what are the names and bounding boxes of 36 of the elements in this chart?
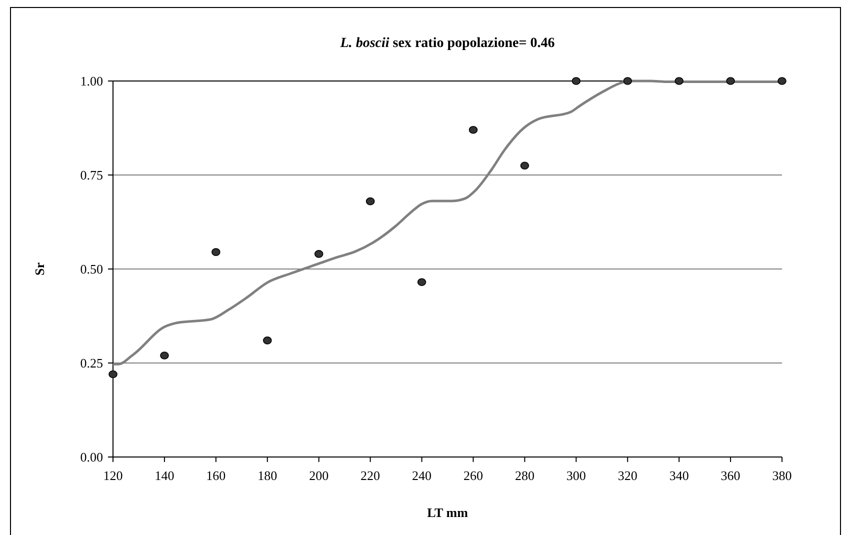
x-tick-label: 220 <box>360 468 380 483</box>
x-tick-label: 300 <box>566 468 586 483</box>
x-tick-label: 240 <box>412 468 432 483</box>
y-tick-label: 0.50 <box>80 262 103 277</box>
y-axis-title: Sr <box>32 262 47 276</box>
point <box>366 197 375 206</box>
point <box>160 352 169 360</box>
point <box>108 370 118 378</box>
point <box>726 77 735 85</box>
y-tick-label: 0.75 <box>80 168 103 183</box>
y-tick-label: 0.00 <box>80 450 103 465</box>
point <box>468 126 478 134</box>
point <box>262 336 272 344</box>
x-tick-label: 200 <box>309 468 329 483</box>
point <box>212 248 220 256</box>
point <box>572 77 581 85</box>
x-tick-label: 260 <box>463 468 483 483</box>
x-tick-label: 180 <box>258 468 278 483</box>
x-axis-title: LT mm <box>427 505 468 520</box>
y-tick-label: 0.25 <box>80 356 103 371</box>
x-tick-label: 360 <box>720 468 740 483</box>
point <box>674 77 684 85</box>
point <box>623 77 632 85</box>
point <box>778 77 786 85</box>
x-tick-label: 340 <box>669 468 689 483</box>
point <box>314 250 324 258</box>
x-tick-label: 280 <box>514 468 534 483</box>
y-tick-label: 1.00 <box>80 74 103 89</box>
x-tick-label: 160 <box>206 468 226 483</box>
x-tick-label: 120 <box>103 468 123 483</box>
chart-title: L. boscii sex ratio popolazione= 0.46 <box>339 36 555 51</box>
x-tick-label: 140 <box>154 468 174 483</box>
point <box>417 278 426 286</box>
x-tick-label: 320 <box>618 468 638 483</box>
point <box>520 162 530 170</box>
x-tick-label: 380 <box>772 468 792 483</box>
